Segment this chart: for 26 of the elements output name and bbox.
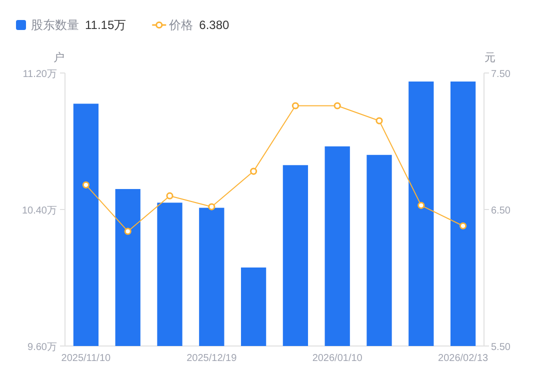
- point: [82, 181, 90, 188]
- x-tick-label: 2025/11/10: [61, 353, 112, 364]
- y2-tick-label: 5.50: [491, 342, 511, 353]
- point: [418, 202, 425, 209]
- point: [460, 222, 467, 230]
- y2-tick-label: 7.50: [491, 69, 511, 80]
- point: [208, 203, 216, 210]
- legend-label: 股东数量: [31, 18, 79, 32]
- point: [292, 102, 299, 110]
- y-tick-label: 11.20万: [22, 69, 57, 80]
- y-tick-label: 10.40万: [22, 206, 57, 216]
- point: [376, 117, 383, 124]
- y2-tick-label: 6.50: [491, 206, 511, 216]
- x-tick-label: 2026/02/13: [438, 353, 489, 364]
- legend-label: 价格: [168, 18, 194, 32]
- text: 11.15万: [85, 18, 126, 32]
- y-tick-label: 9.60万: [28, 342, 57, 353]
- point: [166, 192, 174, 200]
- y-axis-title: 户: [54, 51, 64, 64]
- point: [250, 168, 258, 175]
- point: [124, 228, 132, 235]
- x-tick-label: 2025/12/19: [186, 353, 238, 364]
- point: [334, 102, 341, 110]
- x-tick-label: 2026/01/10: [312, 353, 363, 364]
- text: 6.380: [199, 18, 230, 32]
- y2-axis-title: 元: [484, 52, 496, 64]
